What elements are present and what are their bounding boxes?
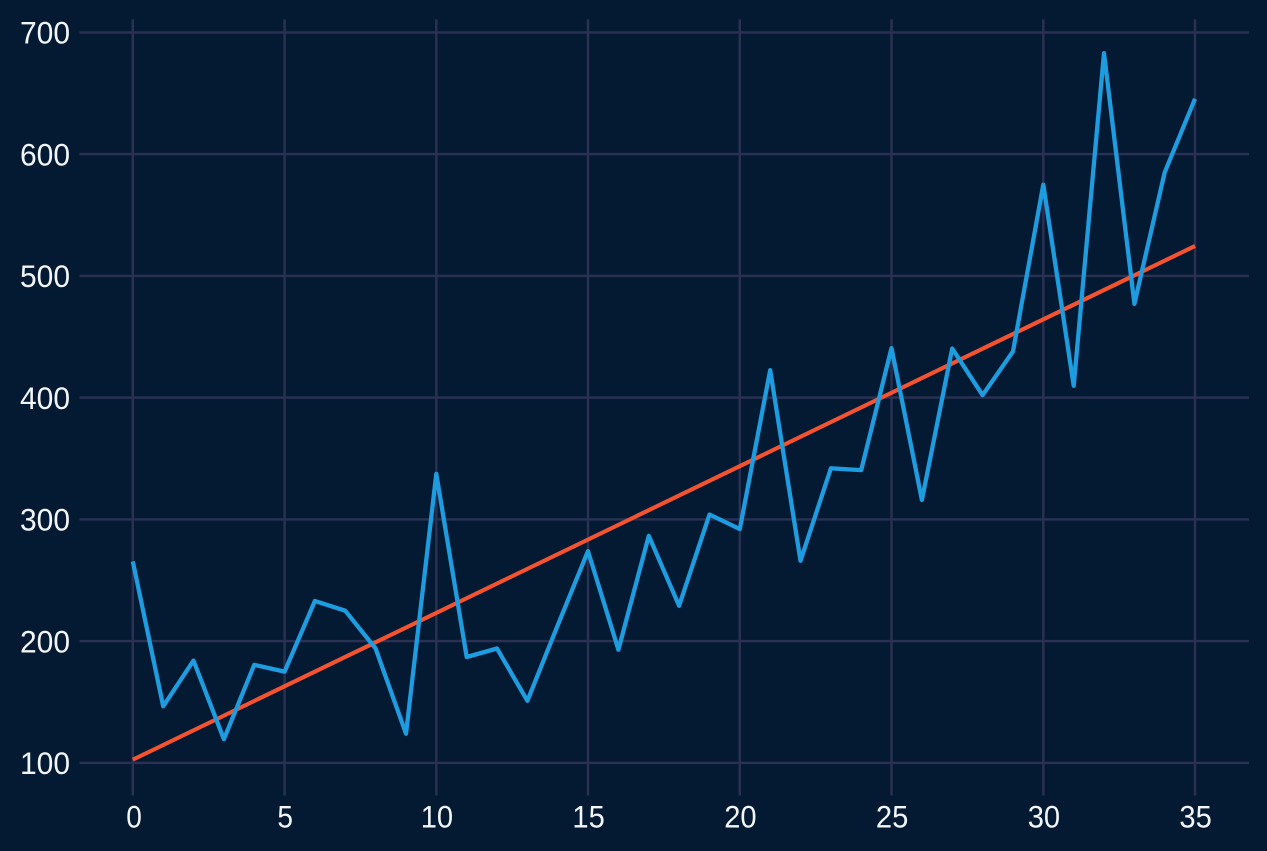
svg-text:5: 5 bbox=[277, 798, 293, 834]
svg-text:700: 700 bbox=[20, 15, 70, 51]
svg-text:200: 200 bbox=[20, 623, 70, 659]
svg-text:35: 35 bbox=[1179, 798, 1211, 834]
svg-text:10: 10 bbox=[421, 798, 453, 834]
svg-text:500: 500 bbox=[20, 258, 70, 294]
svg-text:300: 300 bbox=[20, 502, 70, 538]
svg-text:400: 400 bbox=[20, 380, 70, 416]
svg-text:100: 100 bbox=[20, 745, 70, 781]
svg-text:600: 600 bbox=[20, 136, 70, 172]
svg-text:30: 30 bbox=[1028, 798, 1060, 834]
svg-text:0: 0 bbox=[126, 798, 142, 834]
svg-text:20: 20 bbox=[724, 798, 756, 834]
svg-text:15: 15 bbox=[572, 798, 604, 834]
svg-text:25: 25 bbox=[876, 798, 908, 834]
